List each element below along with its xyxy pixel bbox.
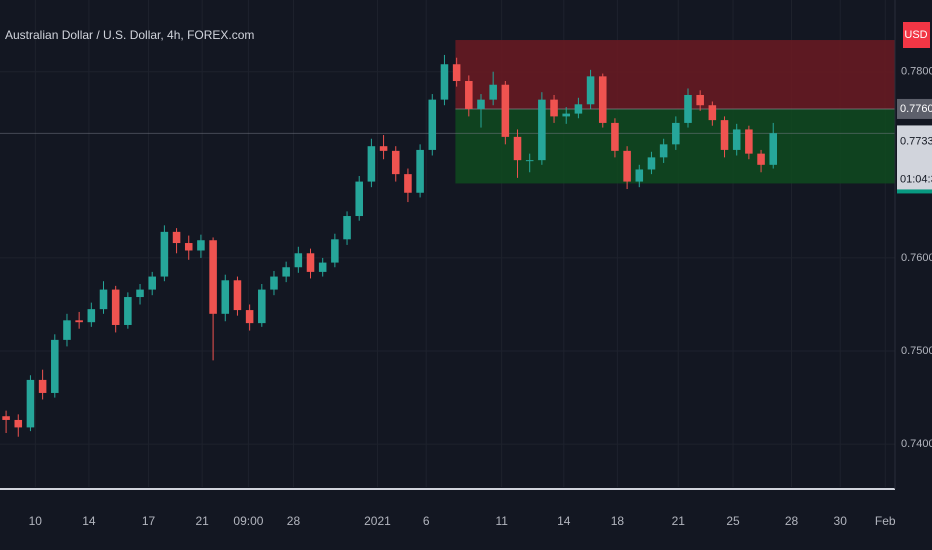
x-tick-label: Feb [875,514,896,528]
candle-body [306,253,315,272]
candle-body [708,105,717,121]
candle-body [51,339,59,393]
candle-body [416,149,424,193]
candle-body [404,174,412,193]
candle-body [684,94,692,123]
price-label-box [897,98,932,119]
candle-body [538,99,546,161]
candle-body [294,253,303,268]
candle-body [160,231,169,277]
candle-body [2,416,10,420]
current-price-label: 0.77337 [900,135,932,147]
candle-body [258,289,266,324]
x-tick-label: 30 [834,514,848,528]
candle-body [343,216,351,240]
candle-body [245,310,254,324]
x-tick-label: 28 [287,514,301,528]
candle-body [26,379,35,428]
candle-body [696,94,704,106]
currency-label[interactable]: USD [904,29,927,41]
candle-body [672,122,680,145]
candle-body [647,157,656,170]
x-tick-label: 11 [495,514,508,528]
candle-body [769,133,778,165]
candle-body [635,169,644,182]
candle-body [501,84,510,137]
candle-body [611,122,619,151]
y-tick-label: 0.78000 [901,66,932,78]
candle-body [623,150,631,182]
candle-body [136,289,144,298]
candle-body [99,289,108,310]
price-zone [455,108,895,184]
x-tick-label: 18 [611,514,625,528]
candle-body [221,280,230,314]
candle-body [270,276,278,290]
candle-body [525,160,534,162]
chart-title: Australian Dollar / U.S. Dollar, 4h, FOR… [5,28,254,42]
candle-body [489,84,497,100]
candle-body [87,309,96,323]
countdown-label: 01:04:36 [900,173,932,185]
candle-body [379,146,388,151]
candle-body [732,129,741,150]
x-tick-label: 09:00 [233,514,263,528]
candle-body [172,231,181,244]
x-tick-label: 17 [142,514,156,528]
candle-body [124,297,132,325]
candle-body [550,99,558,117]
candle-body [75,320,83,323]
candle-body [720,120,729,150]
price-zone [455,40,895,109]
candle-body [184,243,193,251]
x-tick-label: 10 [29,514,43,528]
candle-body [318,262,327,272]
x-tick-label: 14 [557,514,571,528]
candle-body [659,144,668,158]
candle-body [209,240,217,314]
candle-body [757,153,765,165]
candle-body [111,289,120,325]
candle-body [440,64,449,100]
candle-body [452,64,461,82]
candle-body [38,379,47,393]
current-price-box [897,125,932,190]
candle-body [331,239,339,263]
candle-body [598,76,607,123]
candle-body [63,320,71,340]
candle-body [477,99,485,109]
candle-body [574,104,583,114]
x-tick-label: 21 [672,514,686,528]
candle-body [391,150,400,175]
candle-body [282,267,290,277]
x-tick-label: 21 [195,514,209,528]
x-tick-label: 6 [423,514,430,528]
candle-body [233,280,242,311]
candle-body [14,419,23,428]
candle-body [367,146,376,182]
x-tick-label: 14 [82,514,96,528]
x-tick-label: 28 [785,514,799,528]
x-tick-label: 25 [726,514,740,528]
candle-body [148,276,156,290]
candle-body [745,129,753,154]
currency-badge[interactable] [903,22,930,48]
x-tick-label: 2021 [364,514,391,528]
candle-body [465,81,473,109]
candle-body [513,136,522,161]
candle-body [586,76,595,105]
candle-body [197,240,205,251]
candle-body [562,113,570,117]
candle-body [355,181,363,217]
candle-body [428,99,437,150]
